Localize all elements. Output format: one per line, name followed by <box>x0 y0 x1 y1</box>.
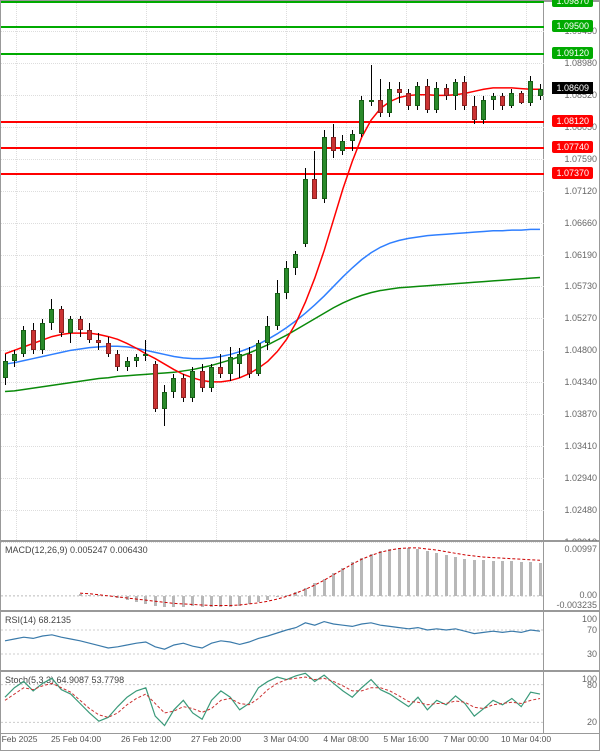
xaxis-tick: 25 Feb 04:00 <box>51 734 101 744</box>
macd-bar <box>435 553 438 596</box>
macd-bar <box>388 549 391 596</box>
macd-bar <box>126 596 129 600</box>
macd-label: MACD(12,26,9) 0.005247 0.006430 <box>5 545 148 555</box>
current-price-tag: 1.08609 <box>552 82 593 94</box>
macd-bar <box>520 562 523 596</box>
macd-bar <box>257 596 260 602</box>
macd-bar <box>304 588 307 596</box>
macd-bar <box>191 596 194 606</box>
macd-bar <box>172 596 175 607</box>
trading-chart: 1.020101.024801.029401.034101.038701.043… <box>0 0 600 751</box>
rsi-panel[interactable]: RSI(14) 68.2135 1007030 <box>1 611 599 671</box>
time-axis: 3 Feb 2025 25 Feb 04:00 26 Feb 12:00 27 Feb… <box>1 732 599 750</box>
xaxis-tick: 4 Mar 08:00 <box>323 734 368 744</box>
macd-bar <box>163 596 166 607</box>
macd-bar <box>332 573 335 596</box>
macd-bar <box>323 579 326 596</box>
macd-bar <box>463 559 466 596</box>
macd-bar <box>238 596 241 606</box>
macd-bar <box>492 561 495 596</box>
xaxis-tick: 27 Feb 20:00 <box>191 734 241 744</box>
macd-bar <box>407 548 410 596</box>
xaxis-tick: 5 Mar 16:00 <box>383 734 428 744</box>
macd-bar <box>379 551 382 596</box>
macd-bar <box>398 548 401 596</box>
macd-bar <box>501 561 504 596</box>
stoch-panel[interactable]: Stoch(5,3,3) 64.9087 53.7798 1008020 <box>1 671 599 734</box>
macd-bar <box>294 592 297 596</box>
price-panel[interactable]: 1.020101.024801.029401.034101.038701.043… <box>1 1 599 541</box>
macd-bar <box>445 555 448 596</box>
macd-bar <box>416 549 419 596</box>
macd-bar <box>454 557 457 596</box>
macd-bar <box>482 560 485 596</box>
macd-panel[interactable]: MACD(12,26,9) 0.005247 0.006430 0.009970… <box>1 541 599 611</box>
macd-bar <box>135 596 138 602</box>
macd-bar <box>97 595 100 596</box>
macd-bar <box>266 596 269 600</box>
macd-bar <box>79 594 82 596</box>
macd-bar <box>229 596 232 607</box>
macd-bar <box>341 568 344 596</box>
macd-bar <box>116 596 119 598</box>
macd-bar <box>510 561 513 595</box>
macd-bar <box>370 554 373 596</box>
rsi-label: RSI(14) 68.2135 <box>5 615 71 625</box>
xaxis-tick: 3 Mar 04:00 <box>263 734 308 744</box>
macd-bar <box>473 560 476 596</box>
stoch-label: Stoch(5,3,3) 64.9087 53.7798 <box>5 675 124 685</box>
macd-bar <box>276 596 279 598</box>
macd-bar <box>426 551 429 596</box>
macd-bar <box>529 562 532 595</box>
macd-bar <box>351 562 354 595</box>
macd-bar <box>248 596 251 604</box>
macd-bar <box>210 596 213 607</box>
macd-bar <box>313 583 316 595</box>
macd-bar <box>144 596 147 605</box>
macd-bar <box>285 595 288 596</box>
macd-bar <box>182 596 185 607</box>
xaxis-tick: 26 Feb 12:00 <box>121 734 171 744</box>
macd-bar <box>88 595 91 596</box>
macd-bar <box>219 596 222 607</box>
macd-bar <box>360 558 363 596</box>
xaxis-tick: 7 Mar 00:00 <box>443 734 488 744</box>
macd-bar <box>201 596 204 607</box>
xaxis-tick: 10 Mar 04:00 <box>501 734 551 744</box>
xaxis-tick: 3 Feb 2025 <box>0 734 38 744</box>
macd-bar <box>539 563 542 596</box>
macd-bar <box>154 596 157 606</box>
